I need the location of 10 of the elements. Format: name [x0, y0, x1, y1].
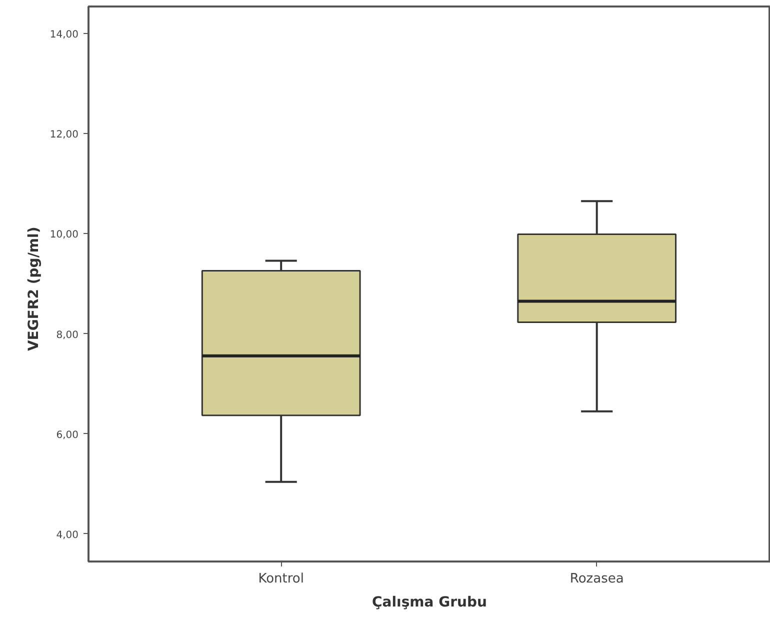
y-tick-label: 12,00 — [50, 130, 79, 141]
x-tick-label: Kontrol — [258, 572, 304, 586]
y-tick-label: 8,00 — [56, 330, 78, 341]
y-tick-label: 6,00 — [56, 430, 78, 441]
y-tick-label: 10,00 — [50, 230, 79, 241]
x-axis-title: Çalışma Grubu — [372, 594, 487, 610]
y-axis-title: VEGFR2 (pg/ml) — [26, 226, 42, 351]
y-tick-label: 4,00 — [56, 530, 78, 541]
y-tick-label: 14,00 — [50, 30, 79, 41]
x-tick-label: Rozasea — [570, 572, 624, 586]
